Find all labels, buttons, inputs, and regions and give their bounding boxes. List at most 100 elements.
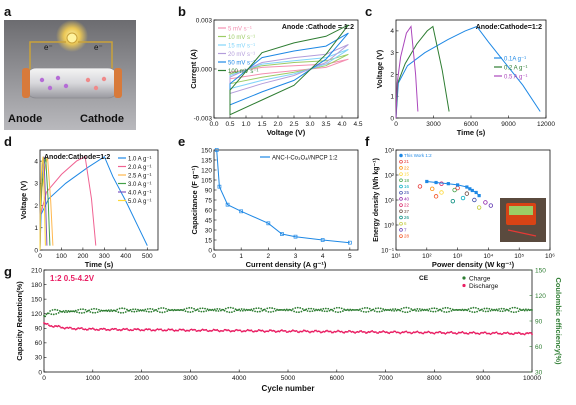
y-tick-label: 120 — [31, 311, 42, 318]
ce-point — [483, 307, 486, 310]
ce-point — [517, 310, 520, 313]
ce-point — [426, 308, 428, 311]
ce-point — [503, 307, 505, 310]
ce-point — [56, 309, 59, 311]
x-tick-label: 10⁵ — [514, 253, 524, 260]
ce-point — [368, 307, 371, 310]
legend-marker-6 — [399, 190, 403, 195]
ce-point — [516, 307, 519, 310]
retention-point — [340, 330, 343, 333]
ce-point — [379, 307, 382, 310]
ce-point — [326, 310, 328, 313]
ce-point — [309, 310, 311, 313]
ce-point — [182, 309, 184, 312]
ce-point — [191, 310, 194, 313]
ce-point — [84, 308, 87, 311]
cv-curve-3 — [229, 44, 349, 95]
ce-point — [49, 310, 51, 312]
cell-cylinder — [25, 67, 119, 99]
ce-point — [487, 310, 489, 313]
ce-point — [473, 311, 476, 314]
ce-point — [335, 306, 338, 309]
ce-point — [50, 313, 53, 316]
ce-point — [471, 311, 474, 313]
y-tick-label: 10³ — [385, 147, 395, 154]
electron-label-right: e⁻ — [94, 43, 103, 52]
x-tick-label: 8000 — [427, 375, 442, 382]
gcd-curve-2 — [395, 25, 419, 119]
ce-point — [435, 307, 438, 310]
ce-point — [193, 307, 195, 310]
legend-label-13: 28 — [404, 234, 410, 239]
ce-point — [410, 308, 413, 310]
ce-point — [166, 310, 169, 313]
x-tick-label: 10¹ — [391, 253, 401, 260]
capacitance-line — [216, 149, 350, 244]
x-axis-label: Time (s) — [457, 128, 486, 137]
panel-letter-d: d — [4, 134, 12, 149]
y-tick-label: 180 — [31, 282, 42, 289]
legend-marker-1 — [462, 283, 466, 288]
ce-point — [255, 307, 258, 310]
ce-point — [525, 308, 527, 311]
retention-point — [216, 328, 219, 331]
ce-point — [123, 307, 126, 310]
ce-point — [89, 311, 92, 313]
ce-point — [156, 310, 159, 313]
ce-point — [159, 311, 161, 314]
ce-point — [146, 308, 149, 310]
ce-point — [313, 309, 316, 312]
legend-label-11: 6 — [404, 221, 407, 226]
ce-point — [106, 310, 109, 312]
ce-point — [266, 307, 269, 310]
x-tick-label: 3000 — [183, 375, 198, 382]
x-tick-label: 9000 — [501, 121, 516, 128]
ce-point — [522, 308, 525, 311]
ce-point — [322, 307, 325, 310]
legend-marker-13 — [399, 234, 403, 238]
legend-title: CE — [419, 275, 429, 282]
x-tick-label: 2 — [267, 253, 271, 260]
ce-point — [311, 310, 314, 313]
cv-curve-4 — [229, 32, 349, 106]
y-tick-label: 90 — [205, 187, 213, 194]
ce-point — [267, 310, 270, 313]
legend-label-0: 5 mV s⁻¹ — [228, 26, 252, 32]
ce-point — [394, 308, 397, 310]
ce-point — [107, 309, 110, 312]
ce-point — [393, 309, 396, 312]
ce-point — [477, 307, 480, 310]
ce-point — [273, 307, 276, 310]
ce-point — [295, 311, 298, 314]
ce-point — [413, 308, 416, 311]
retention-point — [301, 330, 304, 333]
ce-point — [372, 308, 375, 311]
ce-point — [468, 310, 471, 313]
ce-point — [392, 308, 394, 311]
ce-point — [333, 307, 336, 310]
panel-letter-a: a — [4, 4, 12, 19]
ref-point — [430, 186, 435, 192]
ce-point — [348, 309, 350, 312]
ref-point — [483, 200, 488, 205]
x-tick-label: 4 — [321, 253, 325, 260]
ce-point — [310, 307, 313, 310]
legend-label-0: This Work 1:2 — [404, 153, 432, 158]
ce-point — [62, 310, 65, 312]
ce-point — [340, 307, 343, 310]
x-tick-label: 1.0 — [241, 121, 250, 128]
retention-point — [228, 329, 231, 332]
ce-point — [420, 309, 422, 312]
legend-marker-7 — [399, 197, 403, 201]
legend-marker-9 — [399, 209, 403, 214]
ce-point — [199, 307, 202, 310]
chart-b-annotation: Anode :Cathode = 1:2 — [282, 24, 354, 31]
legend-label-12: 7 — [404, 227, 407, 232]
y-tick-label: 10⁻¹ — [381, 247, 395, 254]
x-tick-label: 7000 — [378, 375, 393, 382]
retention-point — [149, 328, 152, 331]
ce-point — [418, 308, 421, 310]
this-work-point — [446, 182, 450, 186]
ce-point — [117, 311, 120, 314]
